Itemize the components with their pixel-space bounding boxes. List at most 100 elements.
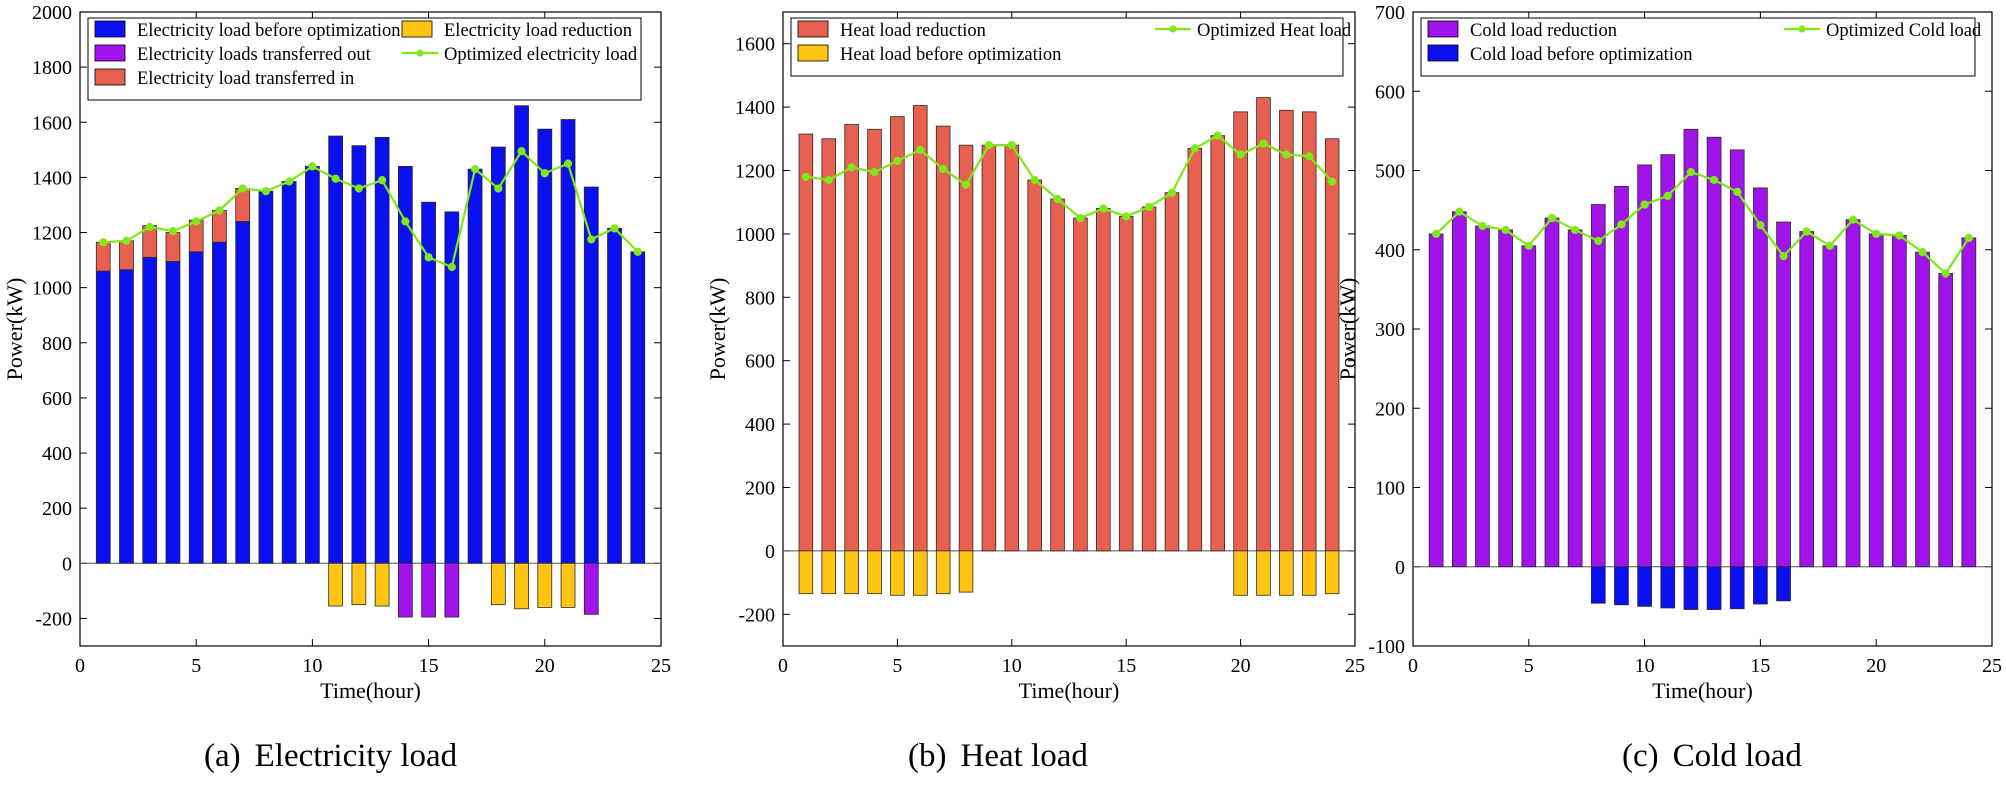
bar-blue-h8 [1590,566,1606,604]
line-point-h7 [238,184,247,193]
bar-yellow-h1 [798,550,814,595]
bar-blue-h6 [212,241,227,564]
bar-red-h3 [844,124,859,552]
bar-yellow-h21 [1256,550,1271,596]
caption-a-text: Electricity load [254,738,458,774]
caption-a: (a) Electricity load [204,738,457,782]
x-tick-label: 20 [535,655,555,677]
bar-purple-h15 [1753,187,1768,568]
x-tick-label: 5 [892,655,902,677]
y-axis-label: Power(kW) [705,278,730,381]
bar-yellow-h3 [844,550,859,595]
line-point-h6 [215,206,224,215]
bar-purple-h19 [1845,219,1861,568]
line-point-h2 [1455,207,1464,216]
bar-yellow-h5 [890,550,905,596]
bar-yellow-h23 [1301,550,1317,596]
y-tick-label: 1200 [32,223,72,245]
bar-blue-h13 [1706,566,1722,610]
legend-label: Optimized Heat load [1197,21,1352,41]
y-tick-label: 1200 [735,161,775,183]
bar-red-h6 [913,105,928,552]
y-tick-label: 400 [1375,240,1405,262]
bar-red-h2 [119,240,134,271]
legend-label: Heat load reduction [840,21,986,41]
bar-red-h5 [890,116,905,552]
bar-purple-h6 [1544,217,1560,568]
y-tick-label: 1000 [32,278,72,300]
legend-box [1420,17,1976,77]
bar-purple-h14 [1729,149,1745,568]
bar-yellow-h22 [1279,550,1294,596]
line-point-h23 [1305,152,1314,161]
bar-red-h7 [935,125,951,552]
bar-purple-h17 [1799,231,1815,568]
optimized-line [1435,170,1970,276]
line-point-h20 [540,169,549,178]
line-point-h19 [517,147,526,156]
x-tick-label: 25 [1345,655,1365,677]
bar-red-h17 [1164,192,1180,552]
line-point-h11 [1663,191,1672,200]
line-point-h1 [801,172,810,181]
axes-box [79,11,662,647]
bar-yellow-h4 [867,550,882,595]
line-point-h17 [1802,227,1811,236]
bar-yellow-h11 [328,562,344,607]
bar-blue-h23 [607,227,622,564]
bar-red-h10 [1004,144,1020,552]
bar-yellow-h18 [490,562,506,606]
bar-red-h15 [1118,216,1134,552]
bar-blue-h19 [514,105,529,564]
line-point-h20 [1872,229,1881,238]
legend-label: Cold load before optimization [1470,45,1692,65]
legend-marker [1169,25,1177,33]
x-tick-label: 0 [75,655,85,677]
bar-red-h1 [798,133,814,552]
line-point-h8 [261,187,271,196]
line-point-h7 [939,164,948,174]
legend-swatch [1427,20,1459,38]
x-tick-label: 15 [1750,655,1770,677]
bar-blue-h12 [351,145,367,564]
y-tick-label: 600 [42,388,72,410]
legend-marker [1798,25,1806,33]
line-point-h19 [1213,131,1222,140]
x-tick-label: 25 [1982,655,2002,677]
bar-red-h11 [1027,179,1042,552]
bar-blue-h9 [281,181,297,564]
line-point-h12 [354,184,363,193]
line-point-h21 [1895,231,1904,240]
y-tick-label: 0 [1395,557,1405,579]
y-axis-label: Power(kW) [1335,278,1360,381]
caption-b-letter: (b) [908,738,947,774]
y-tick-label: 1600 [735,34,775,56]
line-point-h13 [1076,213,1085,223]
legend-label: Electricity load before optimization [137,21,401,41]
bar-purple-h22 [583,562,599,615]
bar-blue-h18 [490,146,506,564]
line-point-h12 [1686,167,1696,177]
y-tick-label: -100 [1368,636,1405,658]
y-tick-label: 1400 [32,167,72,189]
line-point-h4 [870,167,879,177]
bar-purple-h24 [1961,237,1977,568]
bar-blue-h24 [630,251,646,564]
line-point-h4 [1501,225,1510,235]
bar-red-h4 [867,128,882,552]
bar-yellow-h20 [537,562,553,608]
bar-blue-h17 [467,168,483,564]
bar-blue-h9 [1614,566,1629,606]
bar-purple-h2 [1451,211,1467,568]
legend-label: Electricity load reduction [444,21,632,41]
line-point-h8 [1594,236,1603,246]
bar-red-h16 [1141,206,1157,552]
bar-purple-h14 [397,562,413,618]
legend-label: Optimized Cold load [1826,21,1982,41]
axes-box [782,11,1356,647]
line-point-h3 [145,222,154,232]
bar-purple-h12 [1683,128,1699,568]
bar-purple-h20 [1868,233,1884,568]
y-tick-label: 700 [1375,2,1405,24]
legend-label: Heat load before optimization [840,45,1061,65]
